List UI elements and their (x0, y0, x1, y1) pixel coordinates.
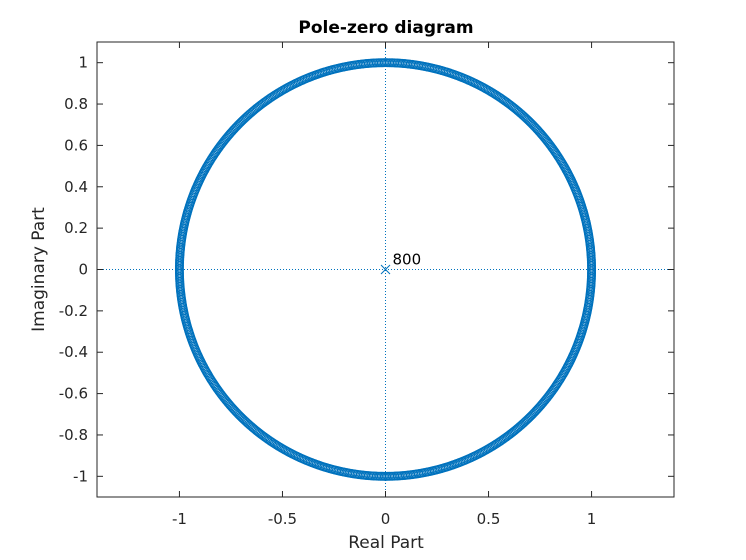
zero-marker (233, 409, 243, 419)
y-tick-label: -0.6 (59, 385, 88, 403)
y-tick-label: 0.2 (64, 219, 88, 237)
zero-marker (203, 160, 213, 170)
y-ticks: 1 0.8 0.6 0.4 0.2 0 -0.2 -0.4 -0.6 -0.8 -1 (59, 54, 674, 485)
x-tick-label: -1 (172, 510, 187, 528)
x-tick-label: -0.5 (268, 510, 297, 528)
y-tick-label: 0.8 (64, 95, 88, 113)
y-tick-label: -0.8 (59, 426, 88, 444)
zero-marker (485, 86, 495, 96)
x-ticks: -1 -0.5 0 0.5 1 (172, 42, 596, 528)
y-tick-label: -0.2 (59, 302, 88, 320)
y-tick-label: -0.4 (59, 343, 88, 361)
zero-marker (528, 120, 538, 130)
zero-marker (276, 443, 286, 453)
x-tick-label: 0.5 (477, 510, 501, 528)
y-tick-label: -1 (73, 467, 88, 485)
zero-marker (524, 412, 534, 422)
x-tick-label: 0 (381, 510, 391, 528)
zero-marker (234, 410, 244, 420)
y-axis-label: Imaginary Part (29, 207, 49, 332)
zero-marker (237, 117, 247, 127)
pole-marker-stroke (380, 264, 391, 275)
y-tick-label: 0 (78, 261, 88, 279)
pole-marker (380, 264, 391, 275)
zero-marker (558, 369, 568, 379)
pole-multiplicity-label: 800 (393, 251, 422, 269)
zero-marker (523, 414, 533, 424)
y-tick-label: 0.6 (64, 136, 88, 154)
plot-area: -1 -0.5 0 0.5 1 1 0.8 0.6 0.4 0.2 0 -0.2 -0.4 -0.6 -0… (59, 41, 675, 528)
zero-marker (587, 265, 597, 275)
x-axis-label: Real Part (348, 533, 424, 553)
x-tick-label: 1 (587, 510, 597, 528)
y-tick-label: 0.4 (64, 178, 88, 196)
zeros-series (174, 58, 597, 481)
zero-marker (238, 115, 248, 125)
chart-title: Pole-zero diagram (298, 18, 473, 38)
poles-series (380, 264, 391, 275)
zero-marker (527, 119, 537, 129)
y-tick-label: 1 (78, 54, 88, 72)
